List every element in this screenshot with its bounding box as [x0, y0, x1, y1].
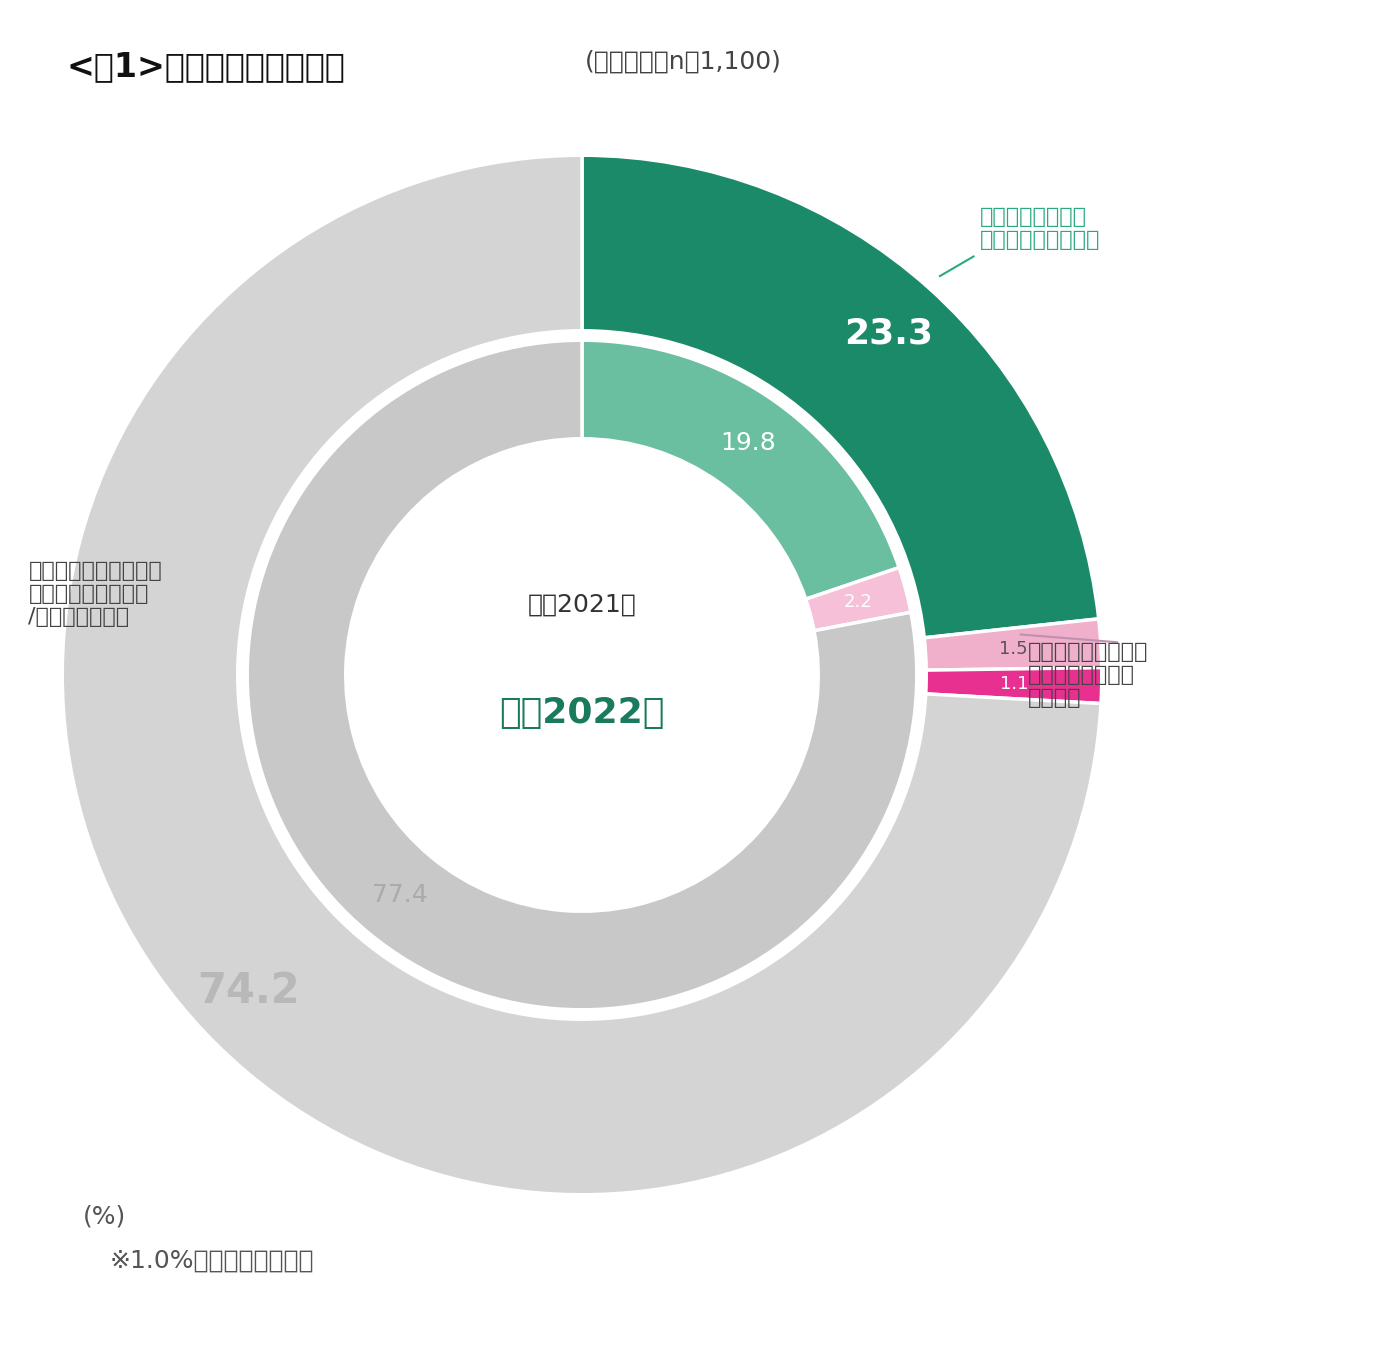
Text: 77.4: 77.4 [373, 883, 428, 907]
Text: 対面の忘年会のみ
予定・検討している: 対面の忘年会のみ 予定・検討している [980, 207, 1101, 250]
Text: 19.8: 19.8 [720, 431, 776, 455]
Text: 外：2022年: 外：2022年 [500, 695, 665, 730]
Text: 23.3: 23.3 [845, 316, 933, 351]
Text: 対面・オンラインでの
忘年会の予定はない
/検討していない: 対面・オンラインでの 忘年会の予定はない /検討していない [29, 560, 163, 628]
Wedge shape [926, 668, 1101, 703]
Text: 内：2021年: 内：2021年 [527, 593, 636, 617]
Text: (単一回答：n＝1,100): (単一回答：n＝1,100) [585, 50, 781, 74]
Wedge shape [582, 155, 1098, 637]
Wedge shape [247, 340, 916, 1010]
Text: 2.2: 2.2 [843, 593, 872, 612]
Text: (%): (%) [83, 1204, 126, 1228]
Text: 1.5: 1.5 [999, 640, 1028, 657]
Text: ※1.0%以下はラベル省略: ※1.0%以下はラベル省略 [109, 1249, 315, 1273]
Text: 対面とオンラインの
両方を予定・検討
している: 対面とオンラインの 両方を予定・検討 している [1028, 641, 1148, 709]
Wedge shape [582, 340, 900, 599]
Text: 1.1: 1.1 [999, 675, 1028, 693]
Wedge shape [806, 567, 911, 630]
Text: 74.2: 74.2 [197, 969, 299, 1011]
Text: <図1>今年の忘年会の予定: <図1>今年の忘年会の予定 [66, 50, 345, 82]
Wedge shape [62, 155, 1101, 1195]
Wedge shape [925, 618, 1101, 670]
